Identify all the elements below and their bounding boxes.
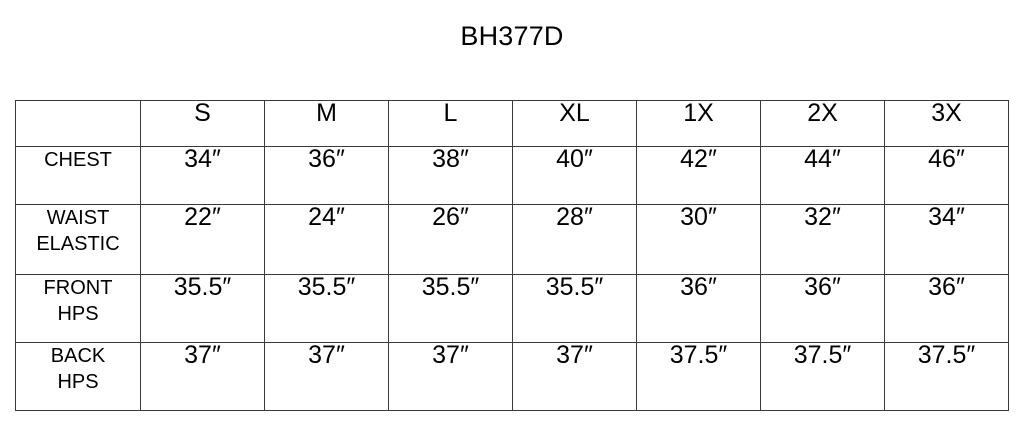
cell-waist-xl: 28″ <box>512 204 637 275</box>
cell-front-hps-1x: 36″ <box>636 274 761 343</box>
size-chart-table: S M L XL 1X 2X 3X CHEST 34″ 36″ 38″ <box>15 100 1009 411</box>
row-label-line: ELASTIC <box>36 233 120 256</box>
size-table-container: S M L XL 1X 2X 3X CHEST 34″ 36″ 38″ <box>15 100 1009 411</box>
table-header-row: S M L XL 1X 2X 3X <box>15 100 1009 147</box>
cell-front-hps-xl: 35.5″ <box>512 274 637 343</box>
cell-back-hps-m: 37″ <box>264 342 389 411</box>
row-label-line: FRONT <box>43 277 113 299</box>
cell-chest-3x: 46″ <box>884 146 1009 205</box>
column-header-2x: 2X <box>760 100 885 147</box>
cell-back-hps-l: 37″ <box>388 342 513 411</box>
cell-chest-1x: 42″ <box>636 146 761 205</box>
cell-chest-s: 34″ <box>140 146 265 205</box>
cell-chest-xl: 40″ <box>512 146 637 205</box>
cell-back-hps-1x: 37.5″ <box>636 342 761 411</box>
cell-front-hps-m: 35.5″ <box>264 274 389 343</box>
cell-chest-l: 38″ <box>388 146 513 205</box>
cell-waist-l: 26″ <box>388 204 513 275</box>
column-header-xl: XL <box>512 100 637 147</box>
cell-back-hps-xl: 37″ <box>512 342 637 411</box>
row-label-back-hps: BACK HPS <box>15 342 141 411</box>
column-header-s: S <box>140 100 265 147</box>
row-label-line: WAIST <box>46 207 110 229</box>
cell-back-hps-2x: 37.5″ <box>760 342 885 411</box>
cell-waist-2x: 32″ <box>760 204 885 275</box>
cell-back-hps-3x: 37.5″ <box>884 342 1009 411</box>
column-header-1x: 1X <box>636 100 761 147</box>
cell-chest-2x: 44″ <box>760 146 885 205</box>
row-label-chest: CHEST <box>15 146 141 205</box>
row-label-line: HPS <box>57 371 99 394</box>
table-row: WAIST ELASTIC 22″ 24″ 26″ 28″ 30″ 32″ 34… <box>15 204 1009 275</box>
row-label-line: CHEST <box>44 149 112 171</box>
cell-front-hps-l: 35.5″ <box>388 274 513 343</box>
table-corner-cell <box>15 100 141 147</box>
cell-chest-m: 36″ <box>264 146 389 205</box>
page-title: BH377D <box>460 21 564 51</box>
cell-waist-3x: 34″ <box>884 204 1009 275</box>
table-row: CHEST 34″ 36″ 38″ 40″ 42″ 44″ 46″ <box>15 146 1009 205</box>
column-header-l: L <box>388 100 513 147</box>
row-label-waist-elastic: WAIST ELASTIC <box>15 204 141 275</box>
cell-front-hps-2x: 36″ <box>760 274 885 343</box>
row-label-line: BACK <box>50 345 106 367</box>
row-label-line: HPS <box>57 303 99 326</box>
column-header-3x: 3X <box>884 100 1009 147</box>
row-label-front-hps: FRONT HPS <box>15 274 141 343</box>
table-row: FRONT HPS 35.5″ 35.5″ 35.5″ 35.5″ 36″ 36… <box>15 274 1009 343</box>
table-body: CHEST 34″ 36″ 38″ 40″ 42″ 44″ 46″ WAIST … <box>15 146 1009 411</box>
cell-waist-m: 24″ <box>264 204 389 275</box>
cell-waist-s: 22″ <box>140 204 265 275</box>
cell-back-hps-s: 37″ <box>140 342 265 411</box>
table-head: S M L XL 1X 2X 3X <box>15 100 1009 147</box>
column-header-m: M <box>264 100 389 147</box>
cell-front-hps-3x: 36″ <box>884 274 1009 343</box>
table-row: BACK HPS 37″ 37″ 37″ 37″ 37.5″ 37.5″ 37.… <box>15 342 1009 411</box>
cell-front-hps-s: 35.5″ <box>140 274 265 343</box>
cell-waist-1x: 30″ <box>636 204 761 275</box>
